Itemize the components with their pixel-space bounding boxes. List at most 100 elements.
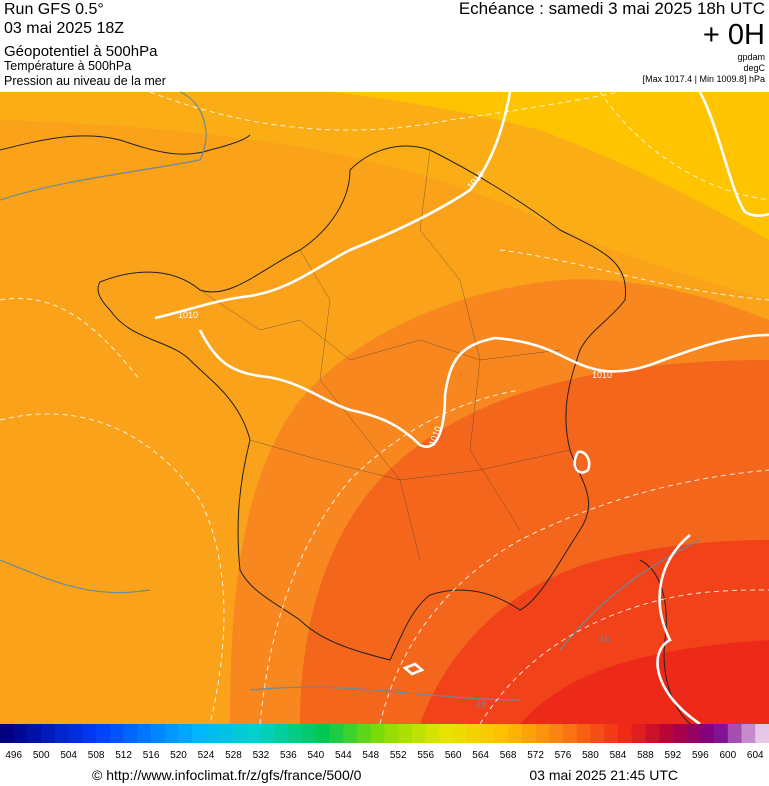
lead-time: + 0H xyxy=(703,19,765,51)
colorbar-label: 520 xyxy=(170,750,187,761)
colorbar-swatch xyxy=(604,724,619,743)
colorbar-swatch xyxy=(109,724,124,743)
colorbar-label: 500 xyxy=(33,750,50,761)
colorbar-swatch xyxy=(357,724,372,743)
field-title: Géopotentiel à 500hPa xyxy=(4,43,158,60)
echeance: Echéance : samedi 3 mai 2025 18h UTC xyxy=(459,0,765,18)
issued: 03 mai 2025 21:45 UTC xyxy=(529,767,678,783)
colorbar-label: 552 xyxy=(390,750,407,761)
colorbar-swatch xyxy=(302,724,317,743)
colorbar-swatch xyxy=(659,724,674,743)
colorbar-label: 556 xyxy=(417,750,434,761)
colorbar-swatch xyxy=(274,724,289,743)
colorbar-swatch xyxy=(508,724,523,743)
colorbar-swatch xyxy=(151,724,166,743)
colorbar-label: 548 xyxy=(362,750,379,761)
colorbar-swatch xyxy=(494,724,509,743)
colorbar-swatch xyxy=(247,724,262,743)
colorbar-swatch xyxy=(398,724,413,743)
colorbar-swatch xyxy=(233,724,248,743)
colorbar-swatch xyxy=(343,724,358,743)
colorbar-swatch xyxy=(329,724,344,743)
colorbar-label: 496 xyxy=(5,750,22,761)
colorbar-swatch xyxy=(686,724,701,743)
colorbar-swatch xyxy=(741,724,756,743)
colorbar-label: 540 xyxy=(307,750,324,761)
colorbar-swatch xyxy=(192,724,207,743)
colorbar-swatch xyxy=(96,724,111,743)
colorbar-swatch xyxy=(563,724,578,743)
geopotential-lines xyxy=(0,91,769,725)
unit: [Max 1017.4 | Min 1009.8] hPa xyxy=(643,74,765,84)
colorbar-swatch xyxy=(714,724,729,743)
colorbar-swatch xyxy=(480,724,495,743)
colorbar-swatch xyxy=(672,724,687,743)
colorbar-swatch xyxy=(645,724,660,743)
colorbar-label: 568 xyxy=(500,750,517,761)
colorbar-label: 528 xyxy=(225,750,242,761)
colorbar-label: 532 xyxy=(253,750,270,761)
field-band xyxy=(520,640,769,724)
colorbar-label: 572 xyxy=(527,750,544,761)
colorbar-label: 544 xyxy=(335,750,352,761)
colorbar-swatch xyxy=(576,724,591,743)
colorbar-label: 604 xyxy=(747,750,764,761)
colorbar-swatch xyxy=(164,724,179,743)
colorbar-swatch xyxy=(205,724,221,743)
field-title: Pression au niveau de la mer xyxy=(4,74,166,88)
colorbar-swatch xyxy=(535,724,550,743)
isotherm-label: -16 xyxy=(473,699,486,709)
colorbar-swatch xyxy=(219,724,234,743)
colorbar-label: 536 xyxy=(280,750,297,761)
colorbar-swatch xyxy=(54,724,69,743)
colorbar-swatch xyxy=(315,724,330,743)
colorbar-label: 504 xyxy=(60,750,77,761)
isobars xyxy=(154,91,769,726)
field-title: Température à 500hPa xyxy=(4,59,131,73)
colorbar-swatch xyxy=(590,724,605,743)
run-title: Run GFS 0.5° xyxy=(4,1,104,18)
colorbar-swatch xyxy=(13,724,28,743)
isobar-label: 1010 xyxy=(178,310,198,320)
colorbar-swatch xyxy=(755,724,769,743)
colorbar-swatch xyxy=(260,724,275,743)
colorbar-label: 580 xyxy=(582,750,599,761)
unit: gpdam xyxy=(737,52,765,62)
colorbar-swatch xyxy=(466,724,481,743)
colorbar-swatch xyxy=(700,724,715,743)
colorbar-label: 516 xyxy=(143,750,160,761)
colorbar-label: 508 xyxy=(88,750,105,761)
colorbar-swatch xyxy=(425,724,440,743)
unit: degC xyxy=(743,63,765,73)
colorbar: 496 500 504 508 512 516 520 524 528 532 536 540 544 5… xyxy=(0,724,769,761)
temperature-lines xyxy=(0,91,701,701)
colorbar-label: 576 xyxy=(555,750,572,761)
colorbar-label: 592 xyxy=(665,750,682,761)
colorbar-swatch xyxy=(411,724,426,743)
colorbar-swatch xyxy=(288,724,303,743)
colorbar-swatch xyxy=(370,724,385,743)
colorbar-swatch xyxy=(123,724,138,743)
colorbar-label: 564 xyxy=(472,750,489,761)
colorbar-label: 524 xyxy=(198,750,215,761)
colorbar-swatch xyxy=(617,724,632,743)
colorbar-swatch xyxy=(727,724,742,743)
colorbar-swatch xyxy=(631,724,646,743)
isotherm-label: -16 xyxy=(596,634,609,644)
colorbar-label: 560 xyxy=(445,750,462,761)
colorbar-swatch xyxy=(453,724,468,743)
colorbar-swatch xyxy=(439,724,454,743)
field-band xyxy=(330,92,769,240)
source: © http://www.infoclimat.fr/z/gfs/france/… xyxy=(92,767,362,783)
colorbar-swatch xyxy=(178,724,193,743)
colorbar-swatch xyxy=(82,724,97,743)
colorbar-swatch xyxy=(384,724,399,743)
colorbar-label: 584 xyxy=(610,750,627,761)
colorbar-swatch xyxy=(137,724,152,743)
run-date: 03 mai 2025 18Z xyxy=(4,20,124,37)
colorbar-swatch xyxy=(68,724,83,743)
colorbar-label: 512 xyxy=(115,750,132,761)
